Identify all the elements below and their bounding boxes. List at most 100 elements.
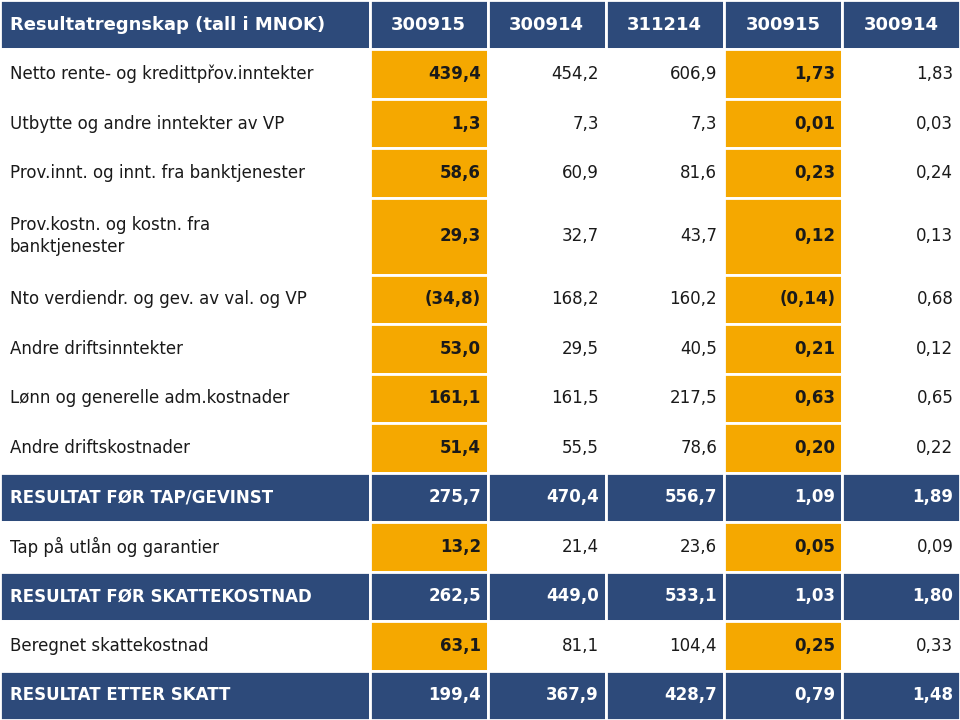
Text: 275,7: 275,7 <box>428 488 481 506</box>
Text: 29,3: 29,3 <box>440 228 481 246</box>
Bar <box>724 0 842 50</box>
Bar <box>0 274 370 324</box>
Bar <box>0 0 370 50</box>
Bar <box>370 374 488 423</box>
Text: 21,4: 21,4 <box>562 538 599 556</box>
Bar <box>0 572 370 621</box>
Text: 0,05: 0,05 <box>794 538 835 556</box>
Text: Nto verdiendr. og gev. av val. og VP: Nto verdiendr. og gev. av val. og VP <box>10 290 306 308</box>
Text: 0,65: 0,65 <box>917 390 953 408</box>
Bar <box>0 198 370 274</box>
Text: 13,2: 13,2 <box>440 538 481 556</box>
Bar <box>724 621 842 670</box>
Text: 0,25: 0,25 <box>794 636 835 654</box>
Bar <box>724 148 842 198</box>
Text: 51,4: 51,4 <box>440 438 481 456</box>
Text: 199,4: 199,4 <box>428 686 481 704</box>
Bar <box>842 198 960 274</box>
Text: 0,23: 0,23 <box>794 164 835 182</box>
Bar <box>724 99 842 148</box>
Text: (0,14): (0,14) <box>780 290 835 308</box>
Text: 300915: 300915 <box>745 16 821 34</box>
Bar <box>370 198 488 274</box>
Text: 0,03: 0,03 <box>916 114 953 132</box>
Bar <box>842 99 960 148</box>
Bar <box>488 148 606 198</box>
Text: 161,5: 161,5 <box>551 390 599 408</box>
Text: 0,24: 0,24 <box>916 164 953 182</box>
Text: 7,3: 7,3 <box>572 114 599 132</box>
Bar <box>724 50 842 99</box>
Bar <box>0 522 370 572</box>
Bar <box>488 472 606 522</box>
Bar <box>842 148 960 198</box>
Text: Andre driftsinntekter: Andre driftsinntekter <box>10 340 182 358</box>
Text: Beregnet skattekostnad: Beregnet skattekostnad <box>10 636 208 654</box>
Text: 1,09: 1,09 <box>794 488 835 506</box>
Text: 311214: 311214 <box>627 16 703 34</box>
Bar <box>842 572 960 621</box>
Text: 104,4: 104,4 <box>670 636 717 654</box>
Bar <box>370 148 488 198</box>
Text: Tap på utlån og garantier: Tap på utlån og garantier <box>10 537 219 557</box>
Bar <box>842 0 960 50</box>
Text: Lønn og generelle adm.kostnader: Lønn og generelle adm.kostnader <box>10 390 289 408</box>
Text: 0,13: 0,13 <box>916 228 953 246</box>
Bar <box>488 274 606 324</box>
Text: 55,5: 55,5 <box>563 438 599 456</box>
Bar <box>842 621 960 670</box>
Bar <box>488 572 606 621</box>
Bar <box>0 670 370 720</box>
Text: 53,0: 53,0 <box>440 340 481 358</box>
Text: Utbytte og andre inntekter av VP: Utbytte og andre inntekter av VP <box>10 114 284 132</box>
Text: 606,9: 606,9 <box>670 66 717 84</box>
Text: 1,89: 1,89 <box>912 488 953 506</box>
Bar <box>488 198 606 274</box>
Bar <box>724 374 842 423</box>
Text: 300914: 300914 <box>863 16 939 34</box>
Bar <box>488 50 606 99</box>
Bar <box>370 472 488 522</box>
Text: Resultatregnskap (tall i MNOK): Resultatregnskap (tall i MNOK) <box>10 16 324 34</box>
Bar <box>606 324 724 374</box>
Bar <box>488 522 606 572</box>
Bar <box>0 99 370 148</box>
Text: 367,9: 367,9 <box>546 686 599 704</box>
Bar <box>842 374 960 423</box>
Text: 0,79: 0,79 <box>794 686 835 704</box>
Bar <box>724 472 842 522</box>
Bar <box>370 274 488 324</box>
Text: 78,6: 78,6 <box>681 438 717 456</box>
Bar <box>724 572 842 621</box>
Text: Prov.kostn. og kostn. fra
banktjenester: Prov.kostn. og kostn. fra banktjenester <box>10 216 209 256</box>
Text: 0,68: 0,68 <box>917 290 953 308</box>
Bar <box>724 670 842 720</box>
Text: 0,63: 0,63 <box>794 390 835 408</box>
Bar <box>606 572 724 621</box>
Bar <box>488 374 606 423</box>
Text: 7,3: 7,3 <box>690 114 717 132</box>
Bar <box>842 50 960 99</box>
Bar <box>0 148 370 198</box>
Bar <box>488 423 606 472</box>
Text: 161,1: 161,1 <box>428 390 481 408</box>
Text: 0,20: 0,20 <box>794 438 835 456</box>
Text: 58,6: 58,6 <box>440 164 481 182</box>
Text: 428,7: 428,7 <box>664 686 717 704</box>
Text: 0,09: 0,09 <box>917 538 953 556</box>
Bar <box>370 423 488 472</box>
Bar <box>370 670 488 720</box>
Bar <box>370 50 488 99</box>
Bar <box>724 274 842 324</box>
Text: 1,03: 1,03 <box>794 588 835 606</box>
Text: 449,0: 449,0 <box>546 588 599 606</box>
Text: 217,5: 217,5 <box>669 390 717 408</box>
Bar <box>0 621 370 670</box>
Bar <box>370 522 488 572</box>
Text: Prov.innt. og innt. fra banktjenester: Prov.innt. og innt. fra banktjenester <box>10 164 304 182</box>
Bar <box>842 324 960 374</box>
Bar <box>842 522 960 572</box>
Bar <box>370 621 488 670</box>
Bar <box>606 374 724 423</box>
Bar <box>606 148 724 198</box>
